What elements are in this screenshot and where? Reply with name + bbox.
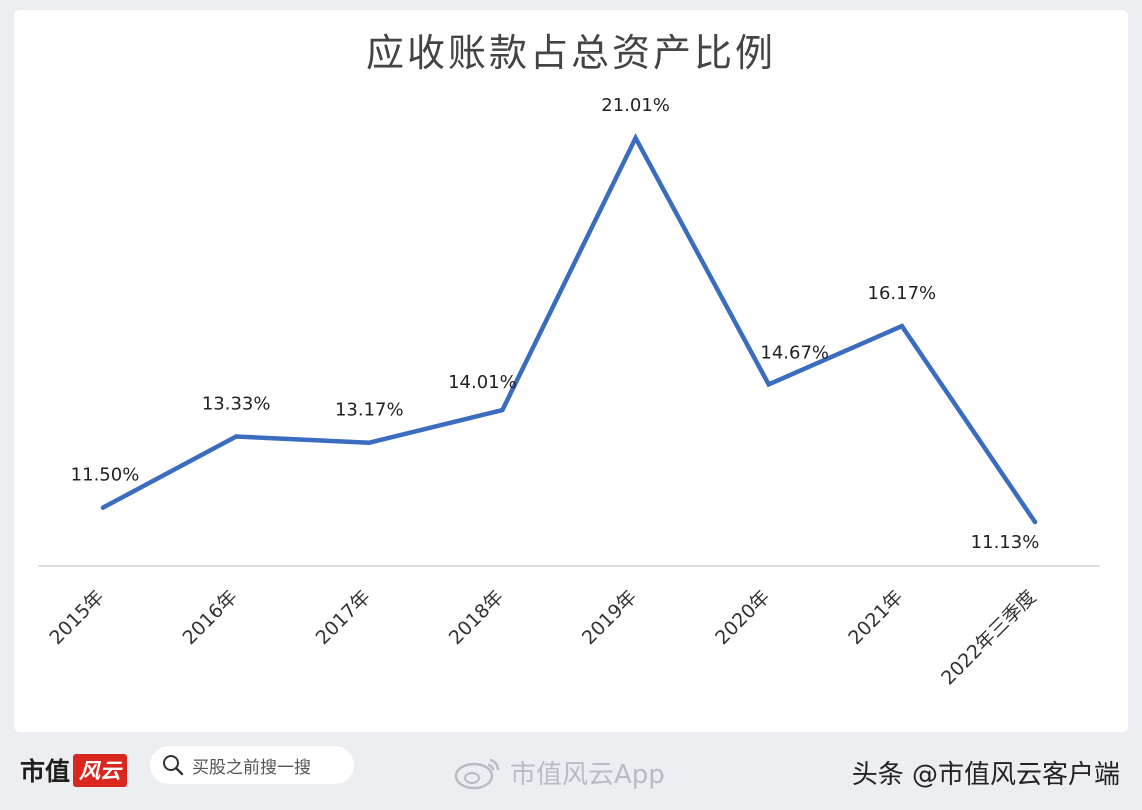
source-credit: 头条 @市值风云客户端	[851, 760, 1120, 790]
x-tick-label: 2015年	[45, 586, 108, 649]
app-watermark: 市值风云App	[452, 752, 665, 792]
series-line	[100, 133, 1038, 525]
watermark-text: 市值风云App	[510, 759, 665, 790]
footer-bar: 市值 风云 买股之前搜一搜 市值风云App 头条 @市值风云客户端	[0, 732, 1142, 810]
data-label: 14.01%	[448, 372, 517, 393]
data-label: 16.17%	[868, 283, 937, 304]
chart-card	[14, 10, 1128, 732]
data-point	[1032, 519, 1038, 525]
data-point	[766, 382, 771, 387]
data-label: 14.67%	[760, 342, 829, 363]
search-box[interactable]: 买股之前搜一搜	[150, 746, 354, 784]
data-label: 13.17%	[335, 400, 404, 421]
data-point	[233, 434, 239, 439]
brand-logo: 市值 风云	[20, 752, 128, 788]
x-tick-label: 2019年	[578, 586, 641, 649]
data-point	[633, 135, 638, 141]
search-icon	[163, 755, 184, 776]
search-text: 买股之前搜一搜	[192, 757, 311, 778]
x-tick-label: 2018年	[445, 586, 508, 649]
x-tick-label: 2017年	[312, 586, 375, 649]
data-label: 11.13%	[971, 532, 1040, 553]
x-tick-label: 2020年	[711, 586, 774, 649]
line-chart: 11.50% 13.33% 13.17% 14.01% 21.01% 14.67% 16.1…	[38, 95, 1100, 689]
brand-name: 市值	[20, 757, 71, 786]
data-point	[367, 440, 372, 445]
data-label: 11.50%	[71, 465, 140, 486]
weibo-icon	[454, 758, 500, 790]
chart-title: 应收账款占总资产比例	[365, 31, 776, 75]
x-tick-label: 2022年三季度	[937, 586, 1040, 689]
data-label: 21.01%	[601, 95, 670, 116]
x-tick-label: 2016年	[178, 586, 241, 649]
brand-badge: 风云	[73, 753, 128, 787]
x-tick-label: 2021年	[844, 586, 907, 649]
data-point	[100, 505, 106, 510]
data-label: 13.33%	[202, 393, 271, 414]
data-point	[899, 323, 905, 329]
data-point	[500, 407, 505, 413]
